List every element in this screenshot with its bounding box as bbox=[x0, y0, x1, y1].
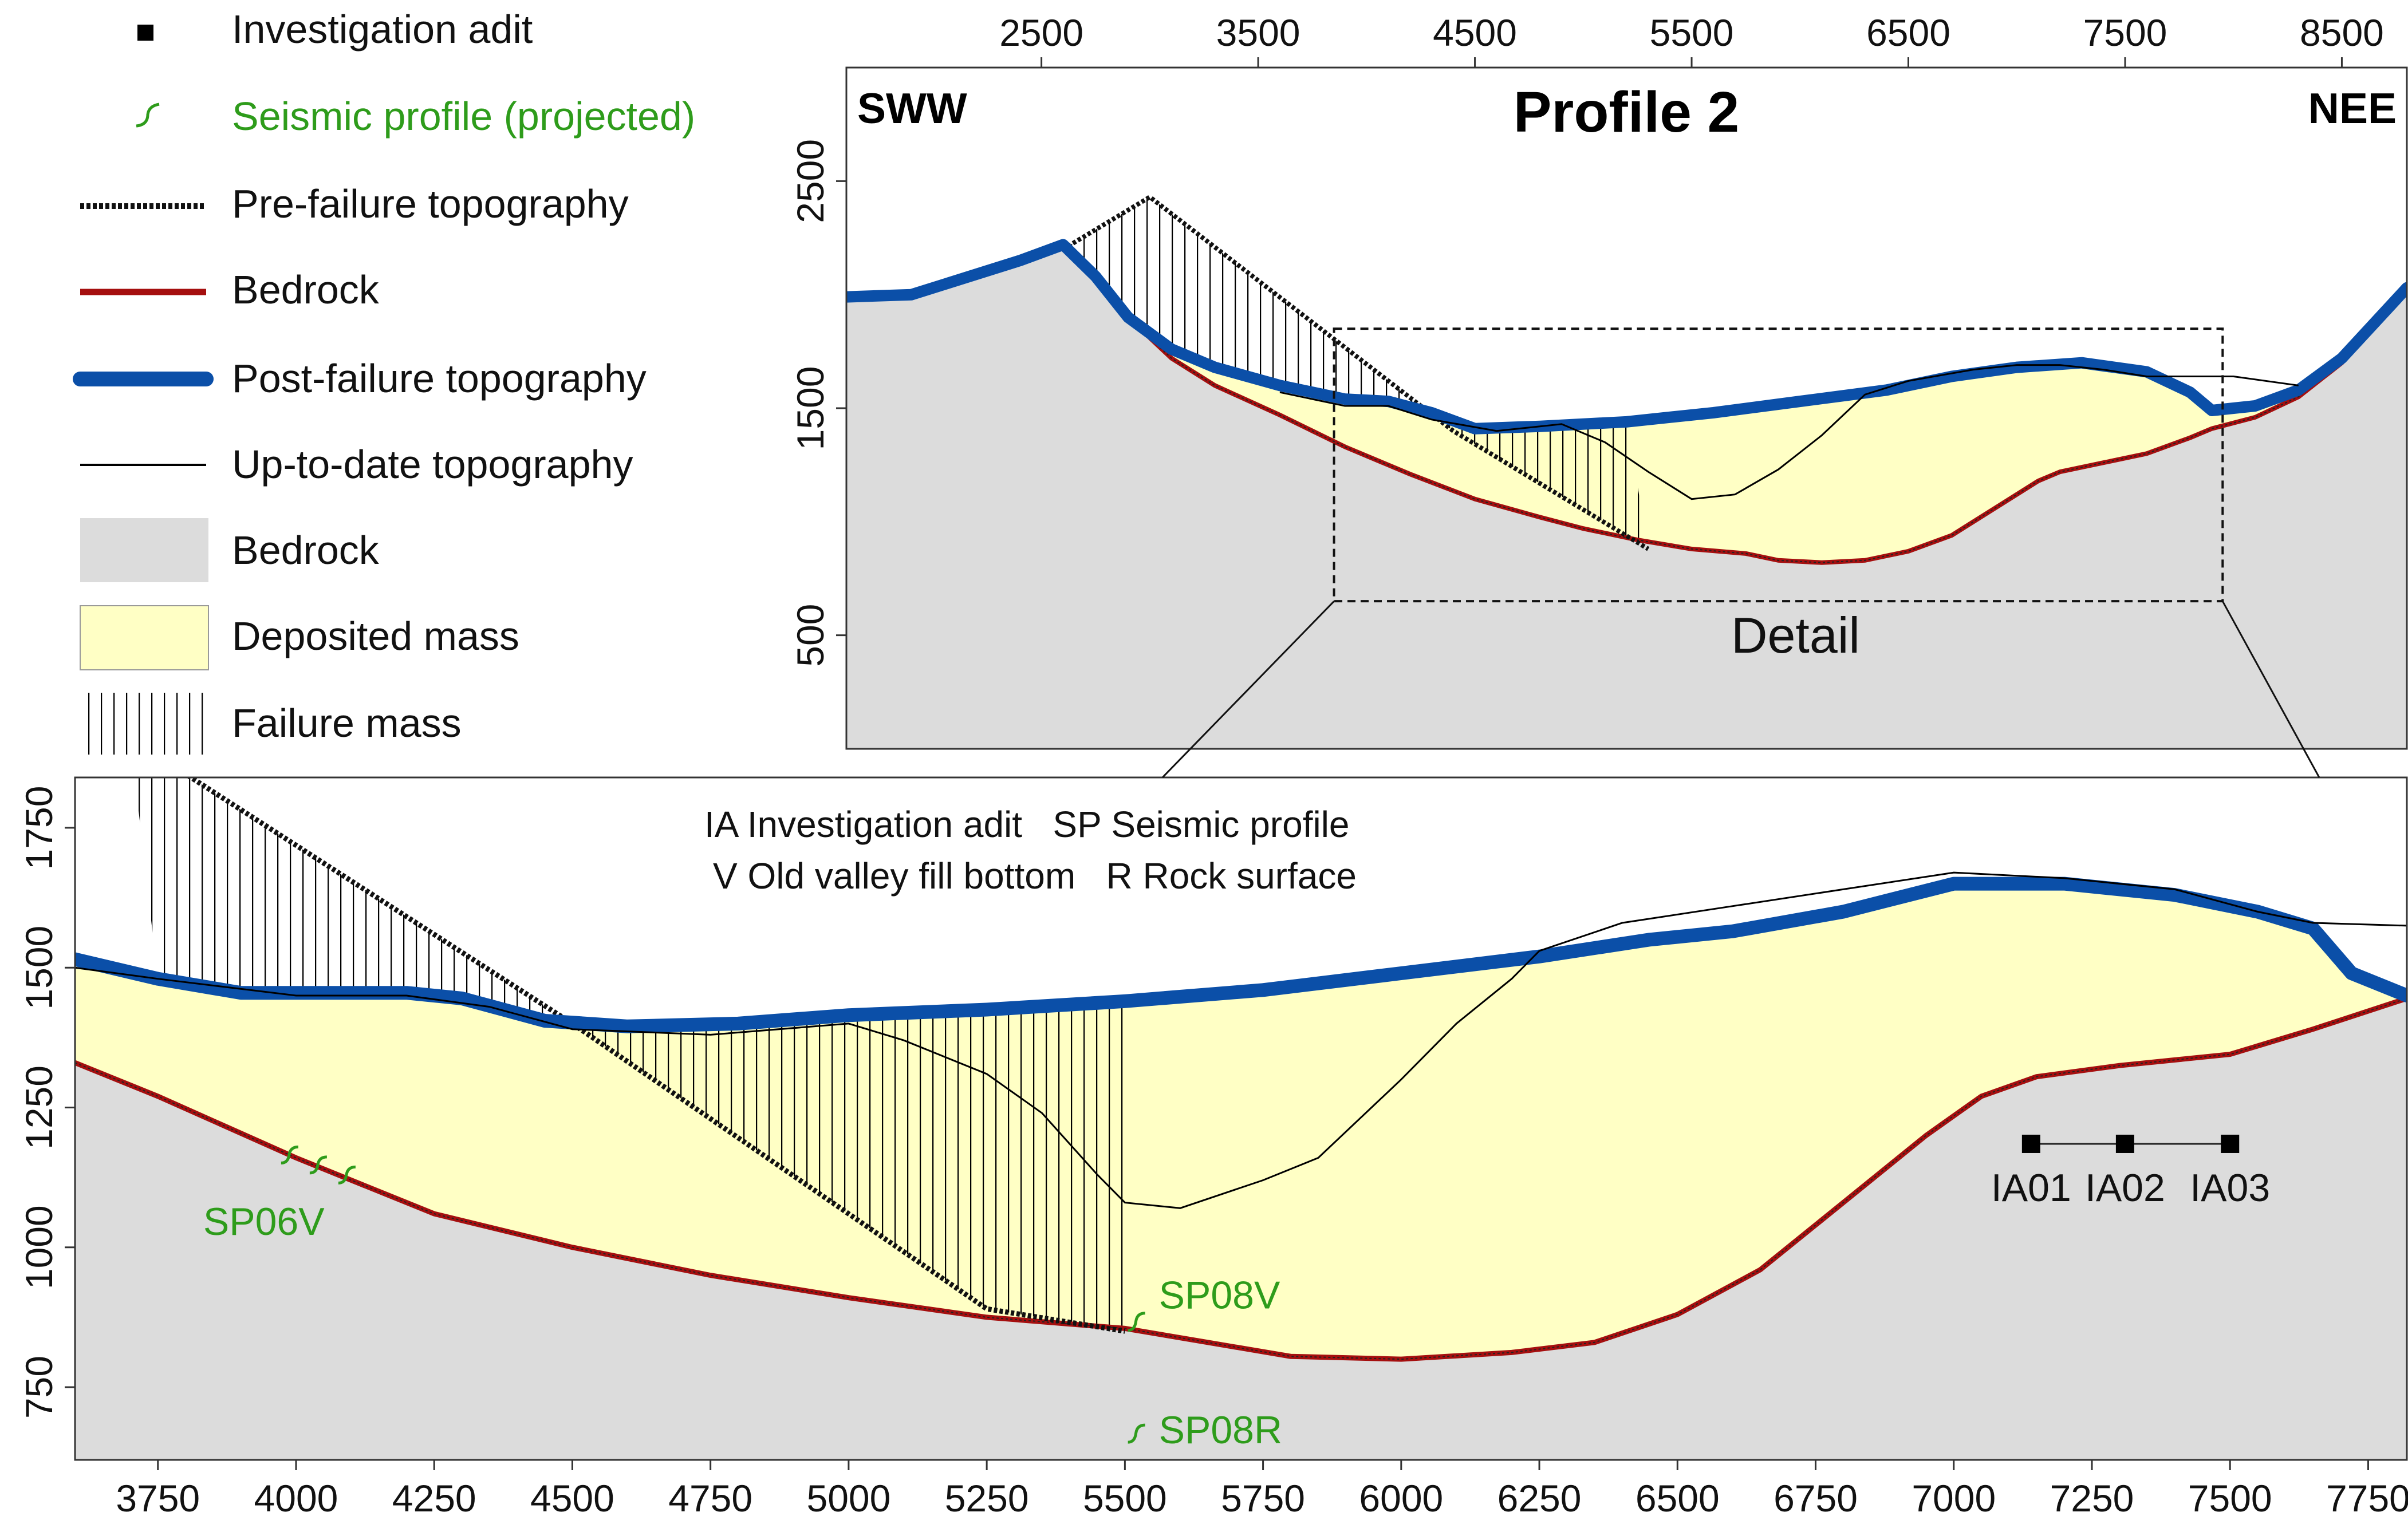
legend-label: Bedrock bbox=[232, 267, 380, 312]
x-tick-label: 2500 bbox=[999, 11, 1083, 54]
adit-marker bbox=[2115, 1134, 2134, 1153]
x-tick-label: 8500 bbox=[2300, 11, 2384, 54]
bedrock-area bbox=[75, 998, 2407, 1460]
y-tick-label: 1500 bbox=[789, 366, 831, 451]
deposited-mass-area bbox=[846, 244, 2407, 563]
axes: 3750 4000 4250 4500 4750 5000 5250 5500 5750 6000… bbox=[18, 786, 2408, 1519]
legend: Investigation adit Seismic profile (proj… bbox=[73, 7, 695, 755]
seismic-label: SP08V bbox=[1159, 1274, 1280, 1317]
y-tick-label: 1250 bbox=[18, 1065, 60, 1150]
bedrock-dot-overlay bbox=[846, 244, 2407, 563]
deposited-mass-area bbox=[75, 883, 2407, 1360]
info-line-2: V Old valley fill bottom R Rock surface bbox=[713, 855, 1357, 897]
x-tick-label: 6500 bbox=[1635, 1477, 1720, 1519]
axes: 2500 3500 4500 5500 6500 7500 8500 500 1500 2500 D… bbox=[789, 11, 2384, 667]
legend-label: Post-failure topography bbox=[232, 356, 647, 401]
x-tick-label: 3500 bbox=[1216, 11, 1300, 54]
chart-title: Profile 2 bbox=[1514, 80, 1740, 144]
x-tick-label: 4000 bbox=[254, 1477, 338, 1519]
legend-item-failure: Failure mass bbox=[85, 693, 462, 755]
seismic-label: SP06V bbox=[203, 1200, 325, 1243]
seismic-label: SP08R bbox=[1159, 1408, 1282, 1452]
adit-marker bbox=[2021, 1134, 2040, 1153]
seismic-marker bbox=[1128, 1423, 1145, 1444]
adit-symbol-icon bbox=[137, 25, 153, 41]
x-tick-label: 4500 bbox=[530, 1477, 614, 1519]
legend-label: Pre-failure topography bbox=[232, 181, 629, 226]
failure-mass-area bbox=[1063, 197, 1649, 549]
x-tick-label: 6750 bbox=[1774, 1477, 1858, 1519]
x-tick-label: 5250 bbox=[945, 1477, 1029, 1519]
legend-label: Up-to-date topography bbox=[232, 442, 633, 487]
legend-item-prefailure: Pre-failure topography bbox=[80, 181, 629, 226]
adit-label: IA02 bbox=[2085, 1166, 2165, 1210]
x-tick-label: 7000 bbox=[1912, 1477, 1996, 1519]
bedrock-dot-overlay bbox=[75, 997, 2407, 1360]
legend-label: Investigation adit bbox=[232, 7, 533, 52]
y-tick-label: 1750 bbox=[18, 786, 60, 870]
legend-label: Failure mass bbox=[232, 701, 462, 745]
x-tick-label: 5750 bbox=[1221, 1477, 1305, 1519]
legend-label: Deposited mass bbox=[232, 614, 519, 658]
x-tick-label: 3750 bbox=[116, 1477, 200, 1519]
seismic-tick-icon bbox=[136, 102, 160, 128]
profile-detail-chart: 3750 4000 4250 4500 4750 5000 5250 5500 5750 6000… bbox=[18, 776, 2408, 1519]
x-tick-label: 6500 bbox=[1866, 11, 1950, 54]
x-tick-label: 7500 bbox=[2083, 11, 2167, 54]
legend-label: Bedrock bbox=[232, 528, 380, 573]
pre-failure-line bbox=[1062, 194, 1650, 551]
x-tick-label: 4750 bbox=[668, 1477, 752, 1519]
y-tick-label: 2500 bbox=[789, 139, 831, 223]
legend-label: Seismic profile (projected) bbox=[232, 94, 695, 139]
corner-label-right: NEE bbox=[2308, 84, 2397, 132]
corner-label-left: SWW bbox=[857, 84, 967, 132]
post-failure-line bbox=[846, 239, 2407, 435]
x-tick-label: 5000 bbox=[806, 1477, 890, 1519]
x-tick-label: 6250 bbox=[1497, 1477, 1582, 1519]
info-line-1: IA Investigation adit SP Seismic profile bbox=[704, 804, 1350, 845]
up-to-date-line bbox=[1279, 364, 2299, 500]
bedrock-area bbox=[846, 244, 2407, 749]
x-tick-label: 5500 bbox=[1083, 1477, 1167, 1519]
bedrock-fill-icon bbox=[80, 518, 208, 582]
x-tick-label: 7750 bbox=[2326, 1477, 2408, 1519]
legend-item-uptodate: Up-to-date topography bbox=[80, 442, 633, 487]
seismic-marker bbox=[281, 1145, 356, 1185]
plot-frame bbox=[74, 776, 2408, 1461]
x-tick-label: 5500 bbox=[1650, 11, 1734, 54]
plot-area bbox=[75, 777, 2407, 1460]
detail-connectors bbox=[1161, 601, 2320, 779]
legend-item-bedrock-line: Bedrock bbox=[80, 267, 380, 312]
adit-label: IA01 bbox=[1991, 1166, 2071, 1210]
x-tick-label: 6000 bbox=[1359, 1477, 1443, 1519]
x-tick-label: 4250 bbox=[392, 1477, 476, 1519]
x-tick-label: 4500 bbox=[1433, 11, 1517, 54]
adit-label: IA03 bbox=[2190, 1166, 2270, 1210]
adit-marker bbox=[2221, 1134, 2240, 1153]
y-tick-label: 1000 bbox=[18, 1205, 60, 1289]
post-failure-line bbox=[75, 877, 2407, 1033]
connector-right bbox=[2221, 601, 2320, 778]
legend-item-adit: Investigation adit bbox=[137, 7, 533, 52]
up-to-date-line bbox=[75, 871, 2407, 1209]
seismic-marker bbox=[1128, 1312, 1145, 1332]
detail-label: Detail bbox=[1731, 607, 1860, 664]
x-tick-label: 7500 bbox=[2188, 1477, 2272, 1519]
connector-left bbox=[1161, 601, 1335, 779]
failure-mass-area bbox=[135, 777, 1125, 1332]
legend-item-bedrock-area: Bedrock bbox=[80, 518, 380, 582]
y-tick-label: 750 bbox=[18, 1356, 60, 1419]
legend-item-seismic: Seismic profile (projected) bbox=[136, 94, 695, 139]
profile-overview-chart: 2500 3500 4500 5500 6500 7500 8500 500 1500 2500 D… bbox=[789, 11, 2408, 750]
legend-item-deposited: Deposited mass bbox=[80, 605, 519, 670]
y-tick-label: 500 bbox=[789, 604, 831, 667]
failure-hatch-icon bbox=[85, 693, 206, 755]
y-tick-label: 1500 bbox=[18, 926, 60, 1010]
x-tick-label: 7250 bbox=[2050, 1477, 2134, 1519]
legend-item-postfailure: Post-failure topography bbox=[73, 356, 647, 401]
deposited-fill-icon bbox=[80, 605, 209, 670]
plot-area bbox=[846, 194, 2407, 749]
